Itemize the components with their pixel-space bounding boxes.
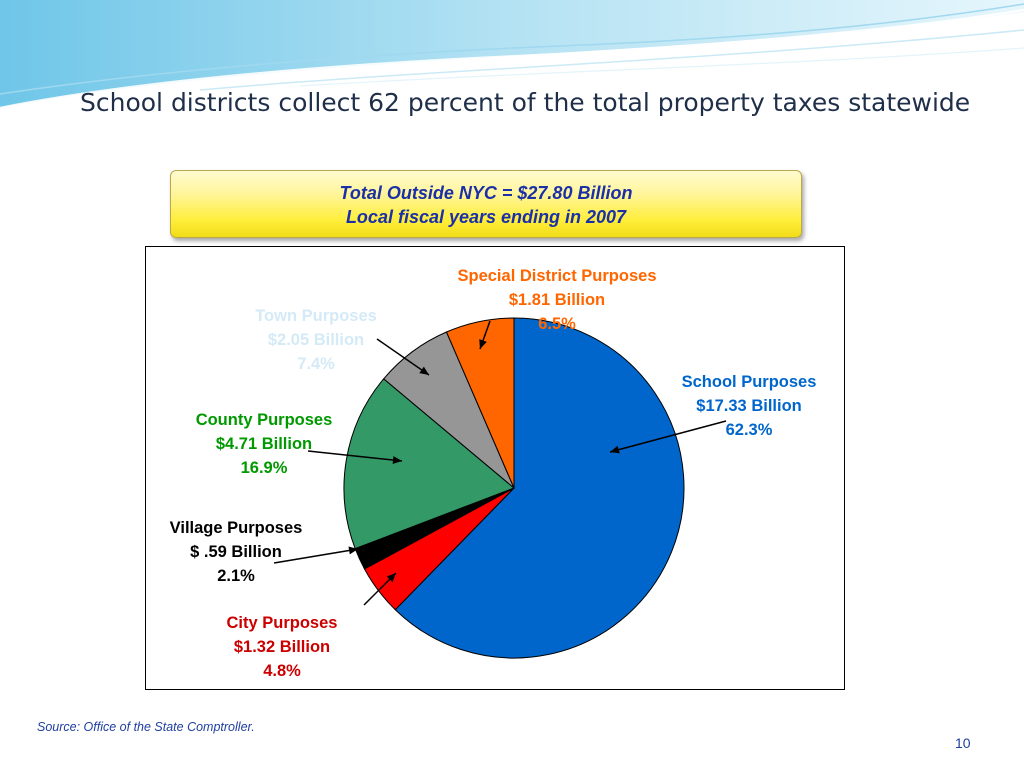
slice-label-special-district-percent: 6.5%	[538, 315, 576, 333]
page-number: 10	[955, 735, 971, 751]
slice-label-school-name: School Purposes	[682, 373, 817, 391]
slice-label-city-amount: $1.32 Billion	[234, 638, 330, 656]
leader-arrowhead-town	[419, 366, 429, 375]
slice-label-town-amount: $2.05 Billion	[268, 331, 364, 349]
leader-arrowhead-special-district	[479, 339, 487, 349]
leader-line-school	[609, 420, 727, 453]
slice-label-special-district-name: Special District Purposes	[458, 267, 657, 285]
leader-line-town	[376, 338, 430, 376]
slice-label-special-district-amount: $1.81 Billion	[509, 291, 605, 309]
slice-label-school-amount: $17.33 Billion	[696, 397, 801, 415]
slice-label-county-name: County Purposes	[196, 411, 333, 429]
slice-label-county-percent: 16.9%	[241, 459, 288, 477]
leader-arrowhead-village	[348, 546, 358, 555]
slice-label-town-name: Town Purposes	[255, 307, 377, 325]
slice-label-village-amount: $ .59 Billion	[190, 543, 282, 561]
slice-label-town-percent: 7.4%	[297, 355, 335, 373]
leader-arrowhead-county	[392, 456, 402, 465]
callout-fiscal-years: Local fiscal years ending in 2007	[345, 207, 627, 227]
pie-chart: School Purposes $17.33 Billion 62.3% City P…	[170, 267, 817, 680]
source-note: Source: Office of the State Comptroller.	[37, 720, 255, 734]
callout-total: Total Outside NYC = $27.80 Billion	[339, 183, 633, 203]
leader-line-village	[273, 548, 359, 564]
slice-label-city-percent: 4.8%	[263, 662, 301, 680]
pie-slice-county	[343, 378, 515, 550]
slide-title: School districts collect 62 percent of t…	[80, 88, 971, 117]
slice-label-city-name: City Purposes	[227, 614, 338, 632]
slice-label-school-percent: 62.3%	[726, 421, 773, 439]
leader-arrowhead-school	[610, 445, 620, 454]
pie-slice-special-district	[445, 317, 515, 489]
leader-arrowhead-city	[386, 573, 396, 583]
slice-label-county-amount: $4.71 Billion	[216, 435, 312, 453]
leader-line-county	[307, 450, 403, 462]
slice-label-village-percent: 2.1%	[217, 567, 255, 585]
chart-frame: School Purposes $17.33 Billion 62.3% City P…	[145, 246, 845, 690]
slice-label-village-name: Village Purposes	[170, 519, 303, 537]
summary-callout: Total Outside NYC = $27.80 Billion Local…	[170, 170, 802, 238]
pie-slice-school	[394, 317, 685, 659]
